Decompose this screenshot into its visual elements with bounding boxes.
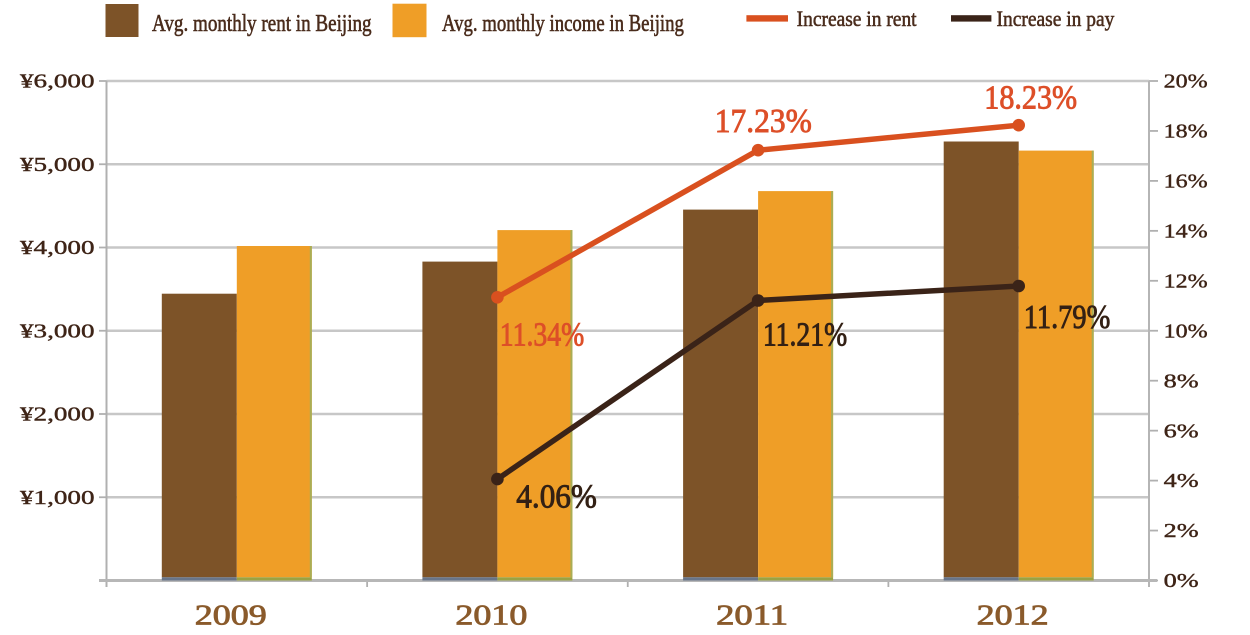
svg-text:16%: 16% (1164, 171, 1208, 193)
svg-text:¥3,000: ¥3,000 (20, 320, 95, 342)
svg-text:¥6,000: ¥6,000 (20, 71, 95, 93)
svg-text:¥2,000: ¥2,000 (20, 404, 95, 426)
svg-text:Increase in pay: Increase in pay (997, 6, 1115, 31)
svg-text:¥5,000: ¥5,000 (20, 154, 95, 176)
svg-text:12%: 12% (1164, 270, 1208, 292)
svg-text:¥1,000: ¥1,000 (20, 487, 95, 509)
svg-text:2%: 2% (1164, 520, 1199, 542)
svg-text:8%: 8% (1164, 370, 1199, 392)
svg-text:4.06%: 4.06% (516, 479, 597, 516)
svg-text:¥4,000: ¥4,000 (20, 237, 95, 259)
svg-text:2010: 2010 (455, 601, 527, 632)
svg-text:6%: 6% (1164, 420, 1199, 442)
svg-text:11.34%: 11.34% (500, 317, 585, 354)
svg-text:20%: 20% (1164, 71, 1208, 93)
svg-text:Avg. monthly income in Beijing: Avg. monthly income in Beijing (442, 11, 684, 37)
svg-text:10%: 10% (1164, 320, 1208, 342)
svg-text:18.23%: 18.23% (984, 80, 1077, 117)
svg-text:Increase in rent: Increase in rent (797, 6, 917, 31)
svg-text:11.79%: 11.79% (1024, 299, 1111, 336)
svg-text:0%: 0% (1164, 570, 1199, 592)
svg-text:11.21%: 11.21% (763, 317, 847, 354)
svg-text:14%: 14% (1164, 220, 1208, 242)
svg-text:17.23%: 17.23% (715, 103, 812, 140)
svg-text:18%: 18% (1164, 121, 1208, 143)
svg-text:4%: 4% (1164, 470, 1199, 492)
svg-text:Avg. monthly rent in Beijing: Avg. monthly rent in Beijing (152, 11, 372, 37)
svg-text:2011: 2011 (716, 601, 788, 632)
svg-text:2012: 2012 (977, 601, 1049, 632)
svg-text:2009: 2009 (195, 601, 267, 632)
